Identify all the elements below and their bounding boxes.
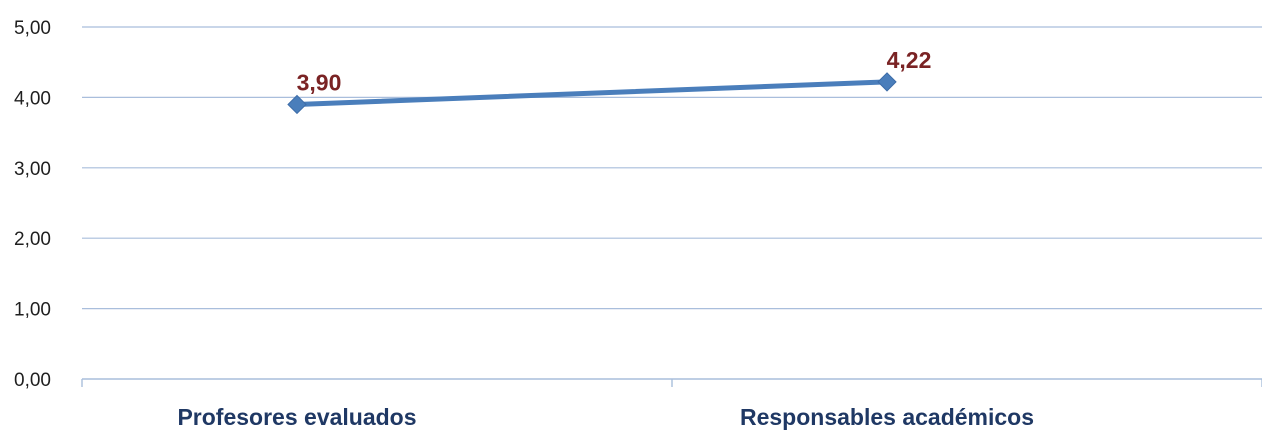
- data-point-marker: [287, 94, 307, 115]
- y-tick-label: 5,00: [14, 18, 51, 39]
- y-tick-label: 3,00: [14, 159, 51, 180]
- data-point-marker: [877, 72, 897, 92]
- data-label: 3,90: [297, 69, 342, 95]
- y-tick-label: 4,00: [14, 88, 51, 109]
- data-label: 4,22: [887, 47, 932, 73]
- data-labels: 3,90 4,22: [297, 47, 932, 96]
- y-tick-label: 1,00: [14, 300, 51, 321]
- y-tick-label: 2,00: [14, 229, 51, 250]
- x-category-label: Profesores evaluados: [177, 404, 416, 430]
- series-line: [294, 79, 890, 107]
- x-axis: [81, 378, 1262, 387]
- x-axis-category-labels: Profesores evaluados Responsables académi…: [177, 404, 1034, 430]
- series-line-group: [287, 72, 897, 115]
- gridlines: [82, 26, 1262, 310]
- y-tick-label: 0,00: [14, 370, 51, 391]
- y-axis-tick-labels: 0,00 1,00 2,00 3,00 4,00 5,00: [14, 18, 51, 391]
- x-category-label: Responsables académicos: [740, 404, 1034, 430]
